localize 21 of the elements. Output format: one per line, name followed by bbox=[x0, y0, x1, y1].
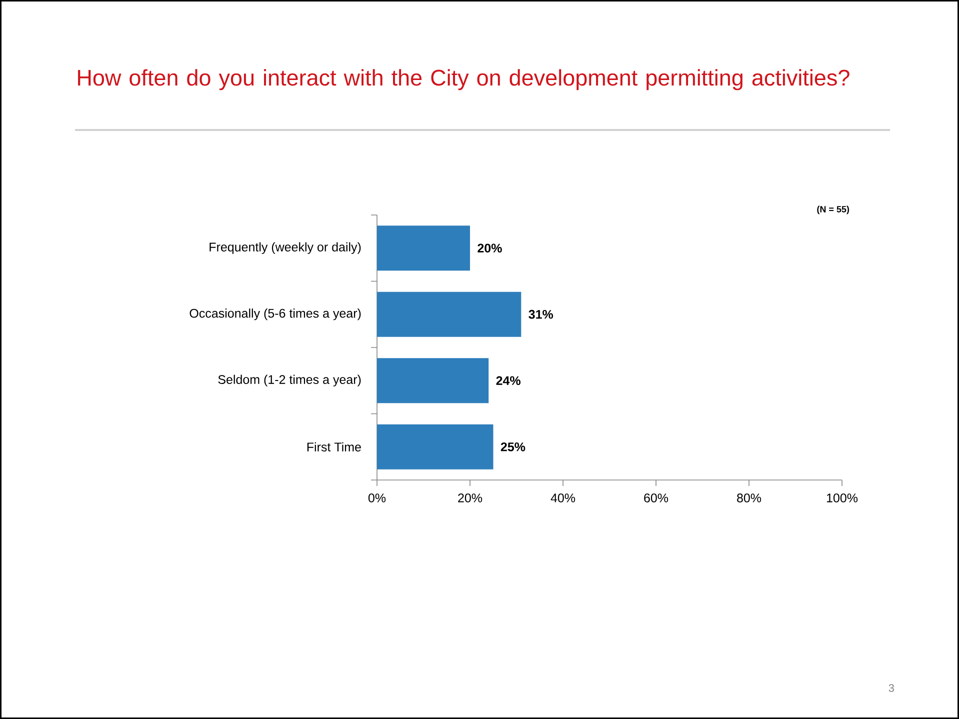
y-tick-label: Seldom (1-2 times a year) bbox=[218, 374, 361, 386]
data-label: 25% bbox=[500, 442, 526, 452]
x-tick-label: 100% bbox=[826, 494, 858, 502]
bar bbox=[377, 292, 522, 337]
x-tick-label: 20% bbox=[458, 494, 482, 502]
y-tick-label: Occasionally (5-6 times a year) bbox=[190, 308, 361, 320]
x-tick-label: 40% bbox=[550, 494, 576, 502]
text: (N = 55) bbox=[817, 206, 850, 214]
y-tick-label: Frequently (weekly or daily) bbox=[210, 242, 361, 254]
text: 3 bbox=[888, 684, 894, 692]
data-label: 24% bbox=[496, 376, 520, 386]
bar bbox=[377, 226, 470, 271]
bar bbox=[377, 358, 489, 404]
x-tick-label: 80% bbox=[737, 494, 762, 502]
x-tick-label: 60% bbox=[644, 494, 668, 502]
bar bbox=[377, 424, 494, 470]
x-tick-label: 0% bbox=[368, 494, 386, 502]
chart-title: How often do you interact with the City on development permitting activities? bbox=[78, 69, 850, 90]
y-tick-label: First Time bbox=[307, 442, 361, 452]
data-label: 20% bbox=[478, 244, 502, 253]
data-label: 31% bbox=[528, 310, 554, 319]
